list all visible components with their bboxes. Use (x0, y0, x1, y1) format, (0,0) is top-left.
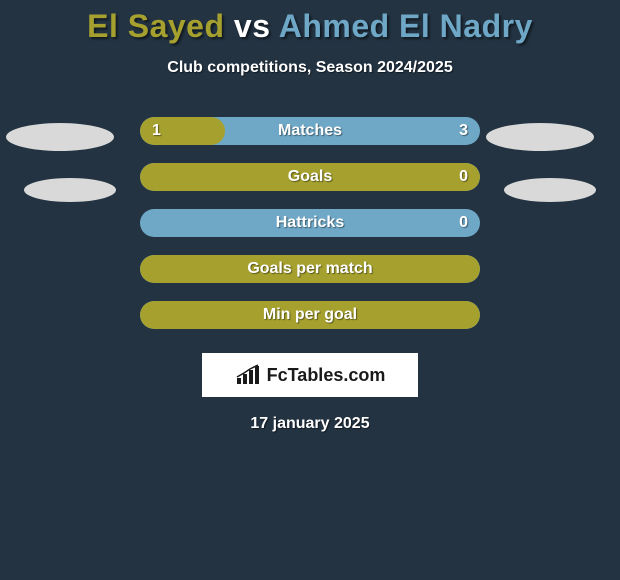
stats-container: Matches13Goals0Hattricks0Goals per match… (0, 117, 620, 347)
stat-bar-fill (140, 163, 480, 191)
page-title: El Sayed vs Ahmed El Nadry (0, 0, 620, 45)
stat-row: Hattricks0 (0, 209, 620, 255)
watermark-text: FcTables.com (267, 365, 386, 386)
avatar-placeholder (504, 178, 596, 202)
stat-bar (140, 163, 480, 191)
stat-value-right: 3 (459, 117, 468, 145)
stat-value-left: 1 (152, 117, 161, 145)
stat-value-right: 0 (459, 163, 468, 191)
avatar-placeholder (24, 178, 116, 202)
stat-bar (140, 117, 480, 145)
stat-row: Min per goal (0, 301, 620, 347)
stat-bar (140, 255, 480, 283)
subtitle: Club competitions, Season 2024/2025 (0, 59, 620, 77)
stat-bar-fill (140, 301, 480, 329)
avatar-placeholder (486, 123, 594, 151)
stat-bar-fill (140, 255, 480, 283)
watermark: FcTables.com (202, 353, 418, 397)
avatar-placeholder (6, 123, 114, 151)
title-player2: Ahmed El Nadry (279, 8, 533, 44)
stat-bar (140, 301, 480, 329)
stat-row: Goals per match (0, 255, 620, 301)
stat-value-right: 0 (459, 209, 468, 237)
title-vs: vs (225, 8, 279, 44)
date: 17 january 2025 (0, 415, 620, 433)
title-player1: El Sayed (87, 8, 224, 44)
bars-icon (235, 364, 261, 386)
stat-bar (140, 209, 480, 237)
